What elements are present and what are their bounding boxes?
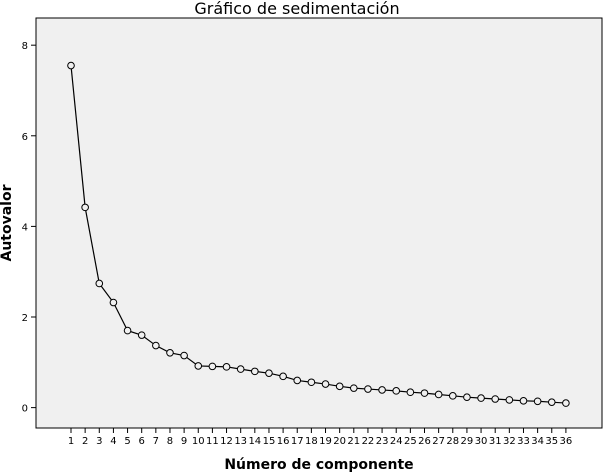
- x-tick-label: 2: [82, 436, 88, 447]
- y-tick-label: 4: [22, 222, 28, 233]
- x-tick-label: 18: [305, 436, 318, 447]
- data-point: [67, 61, 75, 70]
- data-point: [477, 394, 485, 402]
- data-point: [236, 365, 245, 373]
- series-layer: [67, 61, 570, 407]
- data-point: [137, 331, 146, 339]
- data-point: [491, 395, 500, 403]
- y-tick-label: 6: [22, 132, 28, 143]
- x-tick-label: 21: [347, 436, 360, 447]
- x-tick-label: 33: [517, 436, 530, 447]
- data-point: [321, 380, 330, 388]
- x-tick-label: 7: [153, 436, 159, 447]
- x-tick-label: 5: [124, 436, 130, 447]
- data-point: [265, 369, 273, 377]
- data-point: [448, 392, 457, 400]
- x-tick-label: 12: [220, 436, 233, 447]
- data-point: [123, 326, 132, 335]
- y-axis-title: Autovalor: [0, 184, 15, 261]
- x-tick-label: 14: [248, 436, 261, 447]
- data-point: [293, 376, 302, 385]
- data-point: [350, 384, 358, 392]
- data-point: [95, 279, 104, 288]
- data-point: [505, 396, 514, 404]
- x-tick-label: 20: [333, 436, 346, 447]
- data-point: [547, 398, 556, 406]
- data-point: [378, 386, 386, 394]
- x-tick-label: 31: [489, 436, 502, 447]
- data-point: [279, 372, 287, 381]
- x-tick-label: 22: [362, 436, 375, 447]
- x-tick-label: 19: [319, 436, 332, 447]
- data-point: [392, 387, 401, 395]
- x-tick-label: 16: [277, 436, 290, 447]
- data-point: [152, 341, 160, 350]
- x-tick-label: 1: [68, 436, 74, 447]
- data-point: [166, 348, 174, 357]
- data-point: [251, 367, 259, 376]
- data-point: [109, 298, 118, 307]
- x-tick-label: 26: [418, 436, 431, 447]
- data-point: [562, 399, 570, 407]
- x-tick-label: 9: [181, 436, 187, 447]
- plot-area: [35, 17, 603, 429]
- y-tick-label: 8: [22, 41, 28, 52]
- data-point: [519, 397, 528, 405]
- data-point: [335, 382, 344, 391]
- data-point: [406, 388, 415, 397]
- x-tick-label: 13: [234, 436, 247, 447]
- data-point: [307, 378, 316, 387]
- x-tick-label: 29: [461, 436, 474, 447]
- x-tick-label: 8: [167, 436, 173, 447]
- x-tick-label: 11: [206, 436, 219, 447]
- x-tick-label: 24: [390, 436, 403, 447]
- data-point: [194, 362, 203, 370]
- data-point: [180, 351, 188, 360]
- data-point: [420, 389, 429, 397]
- data-point: [81, 203, 89, 212]
- x-tick-label: 34: [531, 436, 544, 447]
- data-point: [463, 393, 471, 401]
- data-point: [434, 390, 443, 399]
- x-tick-label: 15: [263, 436, 276, 447]
- x-tick-label: 28: [446, 436, 459, 447]
- chart-title: Gráfico de sedimentación: [194, 0, 399, 18]
- x-tick-label: 32: [503, 436, 516, 447]
- y-tick-label: 0: [22, 404, 28, 415]
- x-tick-label: 4: [110, 436, 116, 447]
- x-tick-label: 30: [475, 436, 488, 447]
- x-tick-label: 10: [192, 436, 205, 447]
- data-point: [208, 362, 217, 371]
- x-axis: 1 2 3 4 5 6 7 8 9 10 11 12 13 14 15 16 17 18 19 20 21 22 23 24 2…: [68, 428, 572, 447]
- x-tick-label: 17: [291, 436, 304, 447]
- x-tick-label: 6: [139, 436, 145, 447]
- y-axis: 0 2 4 6 8: [22, 41, 36, 415]
- x-tick-label: 35: [545, 436, 558, 447]
- y-tick-label: 2: [22, 313, 28, 324]
- x-tick-label: 36: [560, 436, 573, 447]
- data-point: [364, 385, 372, 393]
- data-point: [222, 363, 231, 371]
- x-tick-label: 3: [96, 436, 102, 447]
- x-tick-label: 25: [404, 436, 417, 447]
- x-axis-title: Número de componente: [224, 457, 413, 472]
- x-tick-label: 23: [376, 436, 389, 447]
- data-point: [533, 397, 542, 406]
- x-tick-label: 27: [432, 436, 445, 447]
